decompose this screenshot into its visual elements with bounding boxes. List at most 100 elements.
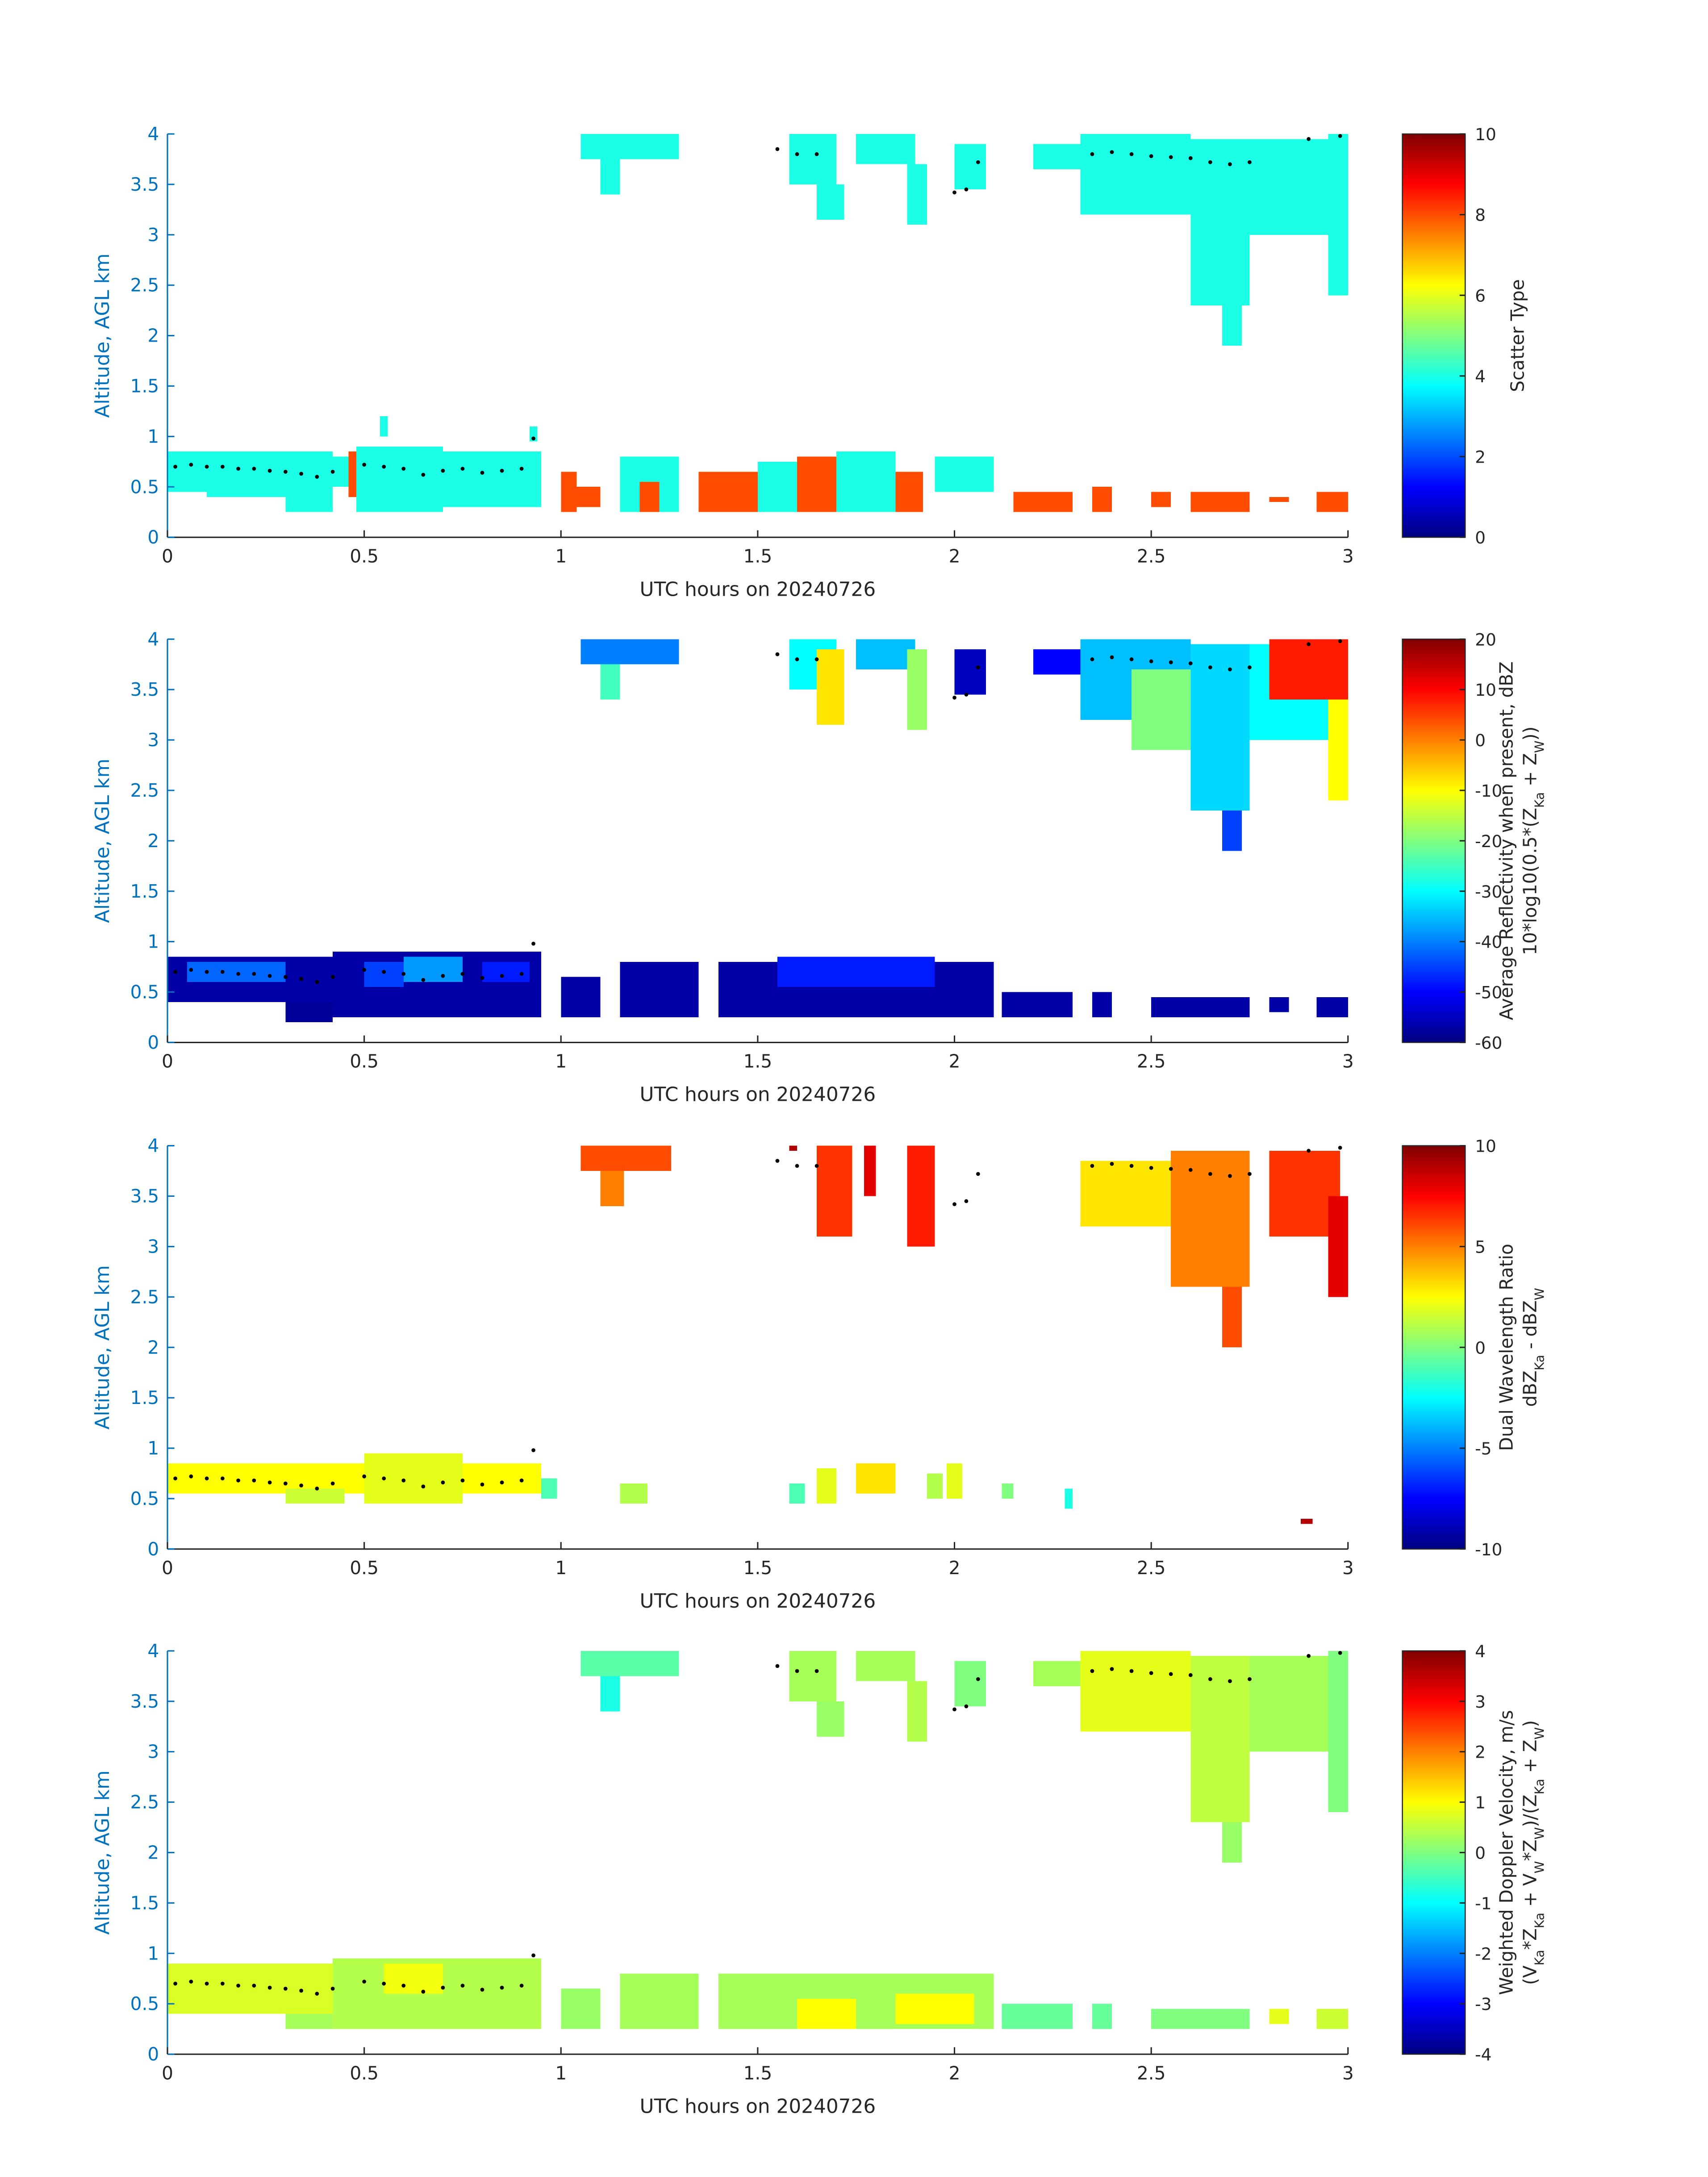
marker [976,665,980,669]
marker [267,974,272,978]
marker [952,1202,956,1206]
x-tick-label: 0.5 [350,2062,379,2084]
cell [817,1145,852,1237]
marker [236,467,240,471]
y-tick-label: 3 [147,1741,159,1763]
cell [600,159,620,195]
marker [189,1980,193,1984]
cell [285,2014,333,2029]
y-tick-label: 2.5 [130,780,159,801]
cell [1013,492,1073,512]
cell [1222,305,1242,346]
marker [795,657,799,661]
label-part: *Z [1520,1928,1541,1950]
cell [856,1651,915,1681]
marker [1188,661,1193,665]
cell [1316,997,1348,1017]
cell [443,451,542,507]
colorbar-tick-label: -30 [1475,882,1502,902]
marker [330,975,335,979]
colorbar [1402,639,1466,1043]
cell [1328,699,1348,801]
cell [817,1468,837,1504]
y-tick-label: 2.5 [130,275,159,296]
colorbar-tick-label: 1 [1475,1793,1486,1813]
marker [1208,1172,1212,1176]
label-part: Average Reflectivity when present, dBZ [1496,661,1517,1020]
x-tick-label: 0 [162,1051,173,1072]
marker [362,1980,366,1984]
x-tick-label: 1 [555,1051,567,1072]
cell [789,134,837,184]
marker [401,1478,406,1483]
y-axis-label: Altitude, AGL km [91,254,114,418]
marker [382,464,386,469]
marker [775,1159,780,1163]
cell [1222,811,1242,851]
x-tick-label: 0.5 [350,1051,379,1072]
marker [252,1478,256,1483]
colorbar-label: (VKa*ZKa + VW*ZW)/(ZKa + ZW) [1520,1720,1547,1985]
marker [500,974,504,978]
y-tick-label: 4 [147,1135,159,1157]
x-tick-label: 0.5 [350,545,379,567]
cell [856,1463,896,1494]
colorbar-label: dBZKa - dBZW [1520,1288,1547,1407]
x-tick-label: 2 [949,1051,960,1072]
marker [531,1953,535,1958]
colorbar-label: Scatter Type [1507,279,1528,392]
marker [189,968,193,972]
colorbar-tick-label: 0 [1475,731,1486,750]
cell [1092,992,1112,1017]
y-tick-label: 4 [147,1640,159,1662]
x-tick-label: 0 [162,2062,173,2084]
marker [173,1476,177,1481]
cell [927,1473,943,1499]
y-tick-label: 0.5 [130,982,159,1003]
marker [1110,150,1114,155]
cell [167,1963,333,2014]
cell [1249,139,1328,235]
cell [356,446,443,512]
cell [1190,492,1250,512]
x-tick-label: 2 [949,2062,960,2084]
marker [1338,1651,1342,1655]
cell [541,1478,557,1499]
marker [299,472,304,476]
colorbar-tick-label: 4 [1475,1642,1486,1661]
cell [797,456,837,512]
cell [348,451,356,497]
marker [775,147,780,151]
y-tick-label: 3.5 [130,174,159,195]
marker [1228,1174,1232,1178]
marker [1169,660,1173,664]
label-part: W [1532,1861,1547,1873]
cell [1222,1822,1242,1863]
x-tick-label: 2 [949,545,960,567]
x-tick-label: 3 [1342,1557,1354,1579]
cell [1065,1488,1073,1509]
colorbar-tick-label: -10 [1475,1540,1502,1559]
x-axis-label: UTC hours on 20240726 [640,578,876,601]
label-part: Ka [1532,1779,1547,1794]
cell [364,1453,463,1504]
cell [954,1661,986,1707]
cell [167,1463,542,1494]
cell [1328,1196,1348,1297]
marker [382,969,386,974]
y-tick-label: 4 [147,628,159,650]
marker [173,464,177,469]
marker [952,190,956,195]
colorbar-tick-label: -20 [1475,832,1502,851]
marker [480,1988,484,1992]
marker [267,468,272,473]
marker [221,1981,225,1986]
x-tick-label: 1.5 [743,2062,773,2084]
marker [401,467,406,471]
cell [1151,2009,1250,2029]
cell [777,957,935,987]
y-tick-label: 1.5 [130,1387,159,1408]
cell [187,961,286,982]
marker [1228,667,1232,672]
colorbar-tick-label: 10 [1475,125,1496,144]
